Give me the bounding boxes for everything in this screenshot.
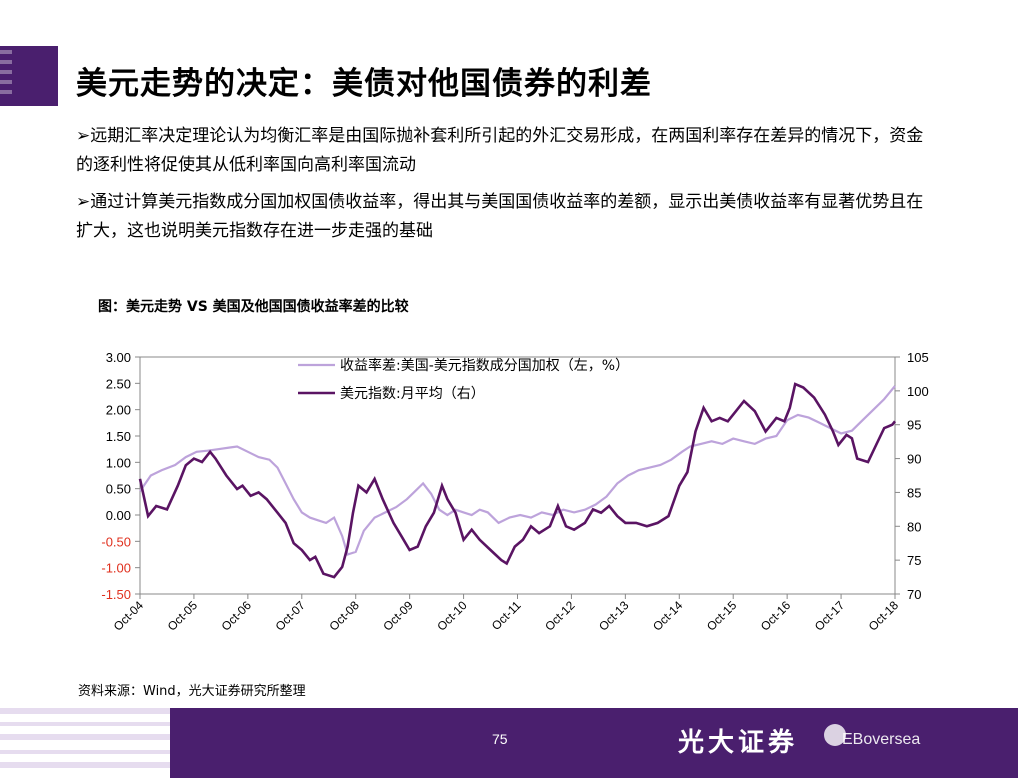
chart-axes (139, 356, 896, 595)
bullet-item: ➢通过计算美元指数成分国加权国债收益率，得出其与美国国债收益率的差额，显示出美债… (76, 192, 924, 241)
x-tick-label: Oct-11 (489, 598, 524, 633)
bullet-item: ➢远期汇率决定理论认为均衡汇率是由国际抛补套利所引起的外汇交易形成，在两国利率存… (76, 126, 924, 175)
bullet-list: ➢远期汇率决定理论认为均衡汇率是由国际抛补套利所引起的外汇交易形成，在两国利率存… (76, 122, 936, 254)
right-tick-label: 105 (907, 350, 929, 365)
logo-stripes (0, 50, 12, 94)
right-tick-label: 75 (907, 553, 921, 568)
x-tick-label: Oct-13 (596, 598, 632, 634)
chart-caption: 图：美元走势 VS 美国及他国国债收益率差的比较 (98, 299, 409, 315)
right-tick-label: 70 (907, 587, 921, 602)
x-tick-label: Oct-14 (650, 598, 686, 634)
footer-bar (170, 708, 1018, 778)
x-tick-label: Oct-05 (165, 598, 201, 634)
page-number: 75 (492, 731, 508, 747)
left-tick-label: 2.50 (106, 376, 131, 391)
slide-title: 美元走势的决定：美债对他国债券的利差 (76, 66, 652, 102)
x-axis: Oct-04 Oct-05 Oct-06 Oct-07 Oct-08 Oct-09 Oct-… (111, 594, 902, 634)
series-line-yield-spread (139, 385, 896, 556)
series-line-usd-index (138, 382, 897, 579)
x-tick-label: Oct-09 (380, 598, 416, 634)
plot-frame (139, 356, 896, 595)
left-tick-label: 3.00 (106, 350, 131, 365)
x-tick-label: Oct-15 (704, 598, 740, 634)
source-note: 资料来源：Wind，光大证券研究所整理 (78, 684, 306, 699)
legend-label-yield-spread: 收益率差:美国-美元指数成分国加权（左，%） (340, 357, 629, 374)
left-tick-label: -1.50 (101, 587, 131, 602)
right-axis: 105 100 95 90 85 80 75 70 (895, 350, 929, 602)
left-tick-label: 0.00 (106, 508, 131, 523)
x-tick-label: Oct-18 (866, 598, 902, 634)
wechat-icon (824, 724, 846, 746)
right-tick-label: 95 (907, 418, 921, 433)
right-tick-label: 90 (907, 452, 921, 467)
brand-watermark: EBoversea (842, 731, 921, 748)
right-tick-label: 85 (907, 485, 921, 500)
legend-label-usd-index: 美元指数:月平均（右） (340, 386, 485, 402)
logo-block (0, 46, 58, 106)
x-tick-label: Oct-06 (219, 598, 255, 634)
brand-name: 光大证券 (678, 728, 799, 758)
x-tick-label: Oct-16 (758, 598, 794, 634)
left-tick-label: 1.50 (106, 429, 131, 444)
left-tick-label: 2.00 (106, 403, 131, 418)
x-tick-label: Oct-04 (111, 598, 147, 634)
right-tick-label: 100 (907, 384, 929, 399)
left-tick-label: 0.50 (106, 482, 131, 497)
x-tick-label: Oct-17 (812, 598, 848, 634)
x-tick-label: Oct-12 (542, 598, 578, 634)
x-tick-label: Oct-10 (434, 598, 470, 634)
left-tick-label: -0.50 (101, 534, 131, 549)
x-tick-label: Oct-08 (326, 598, 362, 634)
left-axis: 3.00 2.50 2.00 1.50 1.00 0.50 0.00 -0.50 -1.00 -1… (101, 350, 140, 602)
x-tick-label: Oct-07 (273, 598, 309, 634)
right-tick-label: 80 (907, 519, 921, 534)
legend: 收益率差:美国-美元指数成分国加权（左，%） 美元指数:月平均（右） (298, 357, 629, 402)
left-tick-label: 1.00 (106, 455, 131, 470)
line-chart: 3.00 2.50 2.00 1.50 1.00 0.50 0.00 -0.50 -1.00 -1… (101, 350, 929, 634)
left-tick-label: -1.00 (101, 561, 131, 576)
